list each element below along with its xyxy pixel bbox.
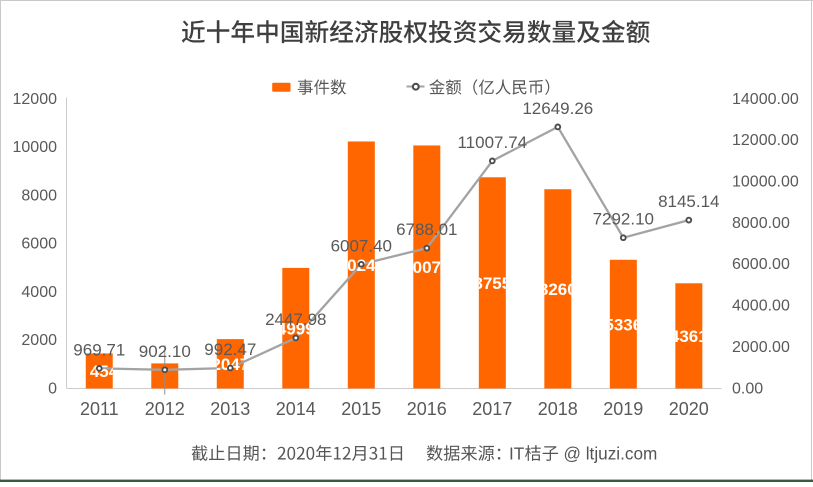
svg-text:992.47: 992.47 <box>204 340 256 359</box>
svg-text:2017: 2017 <box>472 399 512 419</box>
svg-text:14000.00: 14000.00 <box>732 91 799 108</box>
svg-text:6007.40: 6007.40 <box>331 236 392 255</box>
svg-text:12000.00: 12000.00 <box>732 132 799 149</box>
svg-text:2014: 2014 <box>276 399 316 419</box>
svg-text:5336: 5336 <box>604 315 642 334</box>
svg-text:7292.10: 7292.10 <box>593 210 654 229</box>
svg-text:2015: 2015 <box>341 399 381 419</box>
svg-text:4000: 4000 <box>21 284 57 301</box>
svg-text:8260: 8260 <box>539 280 577 299</box>
svg-text:10000.00: 10000.00 <box>732 174 799 191</box>
svg-text:6788.01: 6788.01 <box>396 220 457 239</box>
svg-text:2016: 2016 <box>407 399 447 419</box>
svg-text:8145.14: 8145.14 <box>658 192 719 211</box>
svg-text:8000: 8000 <box>21 187 57 204</box>
svg-text:2447.98: 2447.98 <box>265 310 326 329</box>
svg-text:2013: 2013 <box>210 399 250 419</box>
svg-text:11007.74: 11007.74 <box>457 133 527 152</box>
svg-text:10074: 10074 <box>403 258 451 277</box>
svg-text:10000: 10000 <box>13 139 58 156</box>
svg-text:2000: 2000 <box>21 332 57 349</box>
svg-text:2000.00: 2000.00 <box>732 339 790 356</box>
svg-text:969.71: 969.71 <box>73 340 125 359</box>
svg-text:8000.00: 8000.00 <box>732 215 790 232</box>
svg-text:0.00: 0.00 <box>732 380 763 397</box>
svg-text:2011: 2011 <box>80 399 119 419</box>
svg-text:6000: 6000 <box>21 236 57 253</box>
svg-text:@ ltjuzi.com: @ ltjuzi.com <box>564 444 658 464</box>
svg-text:12000: 12000 <box>13 91 58 108</box>
svg-text:2020: 2020 <box>669 399 709 419</box>
svg-text:0: 0 <box>48 380 57 397</box>
svg-text:12649.26: 12649.26 <box>522 99 593 118</box>
svg-text:4361: 4361 <box>670 327 708 346</box>
svg-text:2018: 2018 <box>538 399 578 419</box>
svg-text:2012: 2012 <box>145 399 185 419</box>
svg-text:902.10: 902.10 <box>139 342 191 361</box>
svg-text:4000.00: 4000.00 <box>732 298 790 315</box>
svg-text:454: 454 <box>90 362 119 381</box>
svg-text:8755: 8755 <box>473 274 511 293</box>
svg-text:2019: 2019 <box>603 399 643 419</box>
svg-text:4999: 4999 <box>277 319 315 338</box>
svg-text:2047: 2047 <box>211 355 249 374</box>
svg-text:IT: IT <box>509 444 525 464</box>
svg-text:6000.00: 6000.00 <box>732 256 790 273</box>
